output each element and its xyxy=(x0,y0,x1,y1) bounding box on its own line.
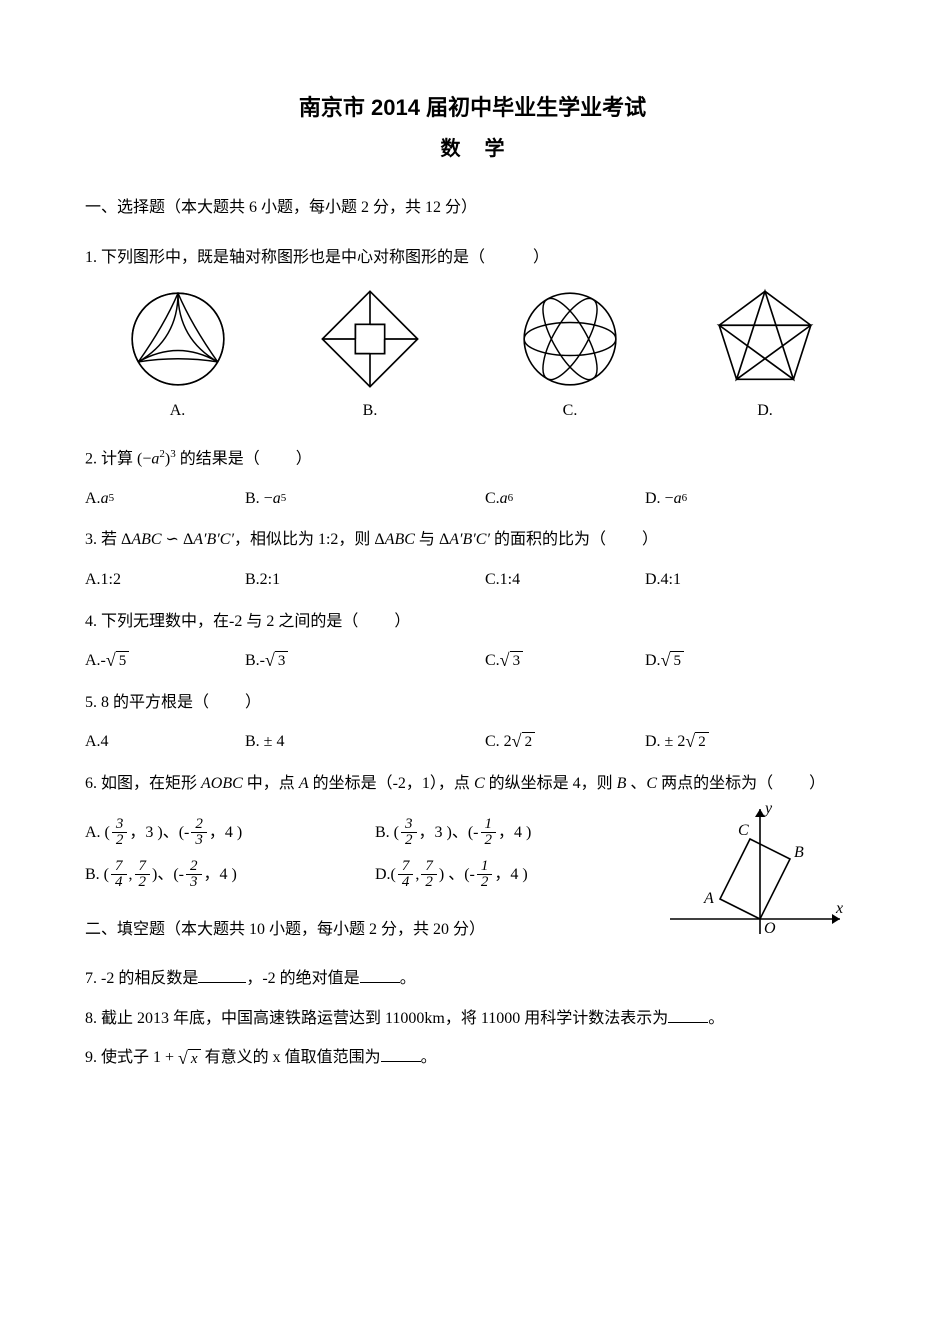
q1-label-b: B. xyxy=(363,402,378,419)
q8: 8. 截止 2013 年底，中国高速铁路运营达到 11000km，将 11000… xyxy=(85,1006,860,1032)
q5-stem: 5. 8 的平方根是（ ） xyxy=(85,690,860,716)
q9-blank xyxy=(381,1046,421,1062)
q2-opt-d: D. −a6 xyxy=(645,486,805,512)
q8-blank xyxy=(668,1007,708,1023)
q1-stem: 1. 下列图形中，既是轴对称图形也是中心对称图形的是（ ） xyxy=(85,245,860,271)
point-a: A xyxy=(703,890,714,907)
q3-opt-d: D.4:1 xyxy=(645,567,805,593)
windmill-square-icon xyxy=(315,284,425,394)
q7-blank-2 xyxy=(360,967,400,983)
q2-end: ） xyxy=(296,450,312,467)
q1-label-c: C. xyxy=(563,402,578,419)
q1-text-pre: 1. 下列图形中，既是轴对称图形也是中心对称图形的是（ xyxy=(85,249,485,266)
q4-opt-d: D. √5 xyxy=(645,648,805,674)
q3-opt-a: A.1:2 xyxy=(85,567,245,593)
point-c: C xyxy=(738,822,749,839)
q6-opt-d: D.( 74 , 72 ) 、(- 12 ，4 ) xyxy=(375,859,665,890)
q7: 7. -2 的相反数是，-2 的绝对值是。 xyxy=(85,966,860,992)
exam-subject: 数学 xyxy=(85,133,860,165)
q3-opt-b: B.2:1 xyxy=(245,567,485,593)
trefoil-icon xyxy=(123,284,233,394)
point-b: B xyxy=(794,844,804,861)
q1-blank xyxy=(485,249,533,266)
q2-options: A. a5 B. −a5 C. a6 D. −a6 xyxy=(85,486,860,512)
pentagon-star-icon xyxy=(710,284,820,394)
q6-options: A. ( 32 ，3 )、(- 23 ，4 ) B. ( 32 ，3 )、(- … xyxy=(85,815,665,893)
q5-opt-d: D. ± 2 √2 xyxy=(645,729,805,755)
exam-title: 南京市 2014 届初中毕业生学业考试 xyxy=(85,90,860,125)
q2-opt-c: C. a6 xyxy=(485,486,645,512)
q6-graph: y x O A B C xyxy=(650,799,850,958)
q2-stem: 2. 计算 (−a2)3 的结果是（ ） xyxy=(85,446,860,472)
q1-option-b: B. xyxy=(270,284,470,424)
q1-label-a: A. xyxy=(170,402,186,419)
q6-opt-b: B. ( 32 ，3 )、(- 12 ，4 ) xyxy=(375,817,665,848)
q1-shapes: A. B. C. xyxy=(85,284,860,424)
origin-label: O xyxy=(764,920,776,937)
axis-y: y xyxy=(763,800,773,817)
q2-opt-b: B. −a5 xyxy=(245,486,485,512)
q1-label-d: D. xyxy=(757,402,773,419)
q2-opt-a: A. a5 xyxy=(85,486,245,512)
q3-opt-c: C.1:4 xyxy=(485,567,645,593)
q7-blank-1 xyxy=(198,967,246,983)
q2-blank xyxy=(260,450,296,467)
flower-circle-icon xyxy=(515,284,625,394)
q2-post: 的结果是（ xyxy=(176,450,260,467)
q9: 9. 使式子 1 + √x 有意义的 x 值取值范围为。 xyxy=(85,1045,860,1071)
q3-options: A.1:2 B.2:1 C.1:4 D.4:1 xyxy=(85,567,860,593)
q5-opt-b: B. ± 4 xyxy=(245,729,485,755)
q4-stem: 4. 下列无理数中，在-2 与 2 之间的是（ ） xyxy=(85,609,860,635)
coordinate-diagram-icon: y x O A B C xyxy=(650,799,850,949)
q4-options: A.- √5 B.- √3 C. √3 D. √5 xyxy=(85,648,860,674)
q1-option-d: D. xyxy=(670,284,860,424)
axis-x: x xyxy=(835,900,843,917)
section-1-heading: 一、选择题（本大题共 6 小题，每小题 2 分，共 12 分） xyxy=(85,195,860,221)
q6-opt-c: B. ( 74 , 72 )、(- 23 ，4 ) xyxy=(85,859,375,890)
q3-stem: 3. 若 ΔABC ∽ ΔA′B′C′，相似比为 1:2，则 ΔABC 与 ΔA… xyxy=(85,527,860,553)
q4-opt-c: C. √3 xyxy=(485,648,645,674)
q6-stem: 6. 如图，在矩形 AOBC 中，点 A 的坐标是（-2，1），点 C 的纵坐标… xyxy=(85,771,860,797)
q9-sqrt: √x xyxy=(178,1049,201,1070)
q5-opt-a: A.4 xyxy=(85,729,245,755)
q5-opt-c: C. 2 √2 xyxy=(485,729,645,755)
q5-options: A.4 B. ± 4 C. 2 √2 D. ± 2 √2 xyxy=(85,729,860,755)
q1-option-a: A. xyxy=(85,284,270,424)
q6: 6. 如图，在矩形 AOBC 中，点 A 的坐标是（-2，1），点 C 的纵坐标… xyxy=(85,771,860,893)
q6-opt-a: A. ( 32 ，3 )、(- 23 ，4 ) xyxy=(85,817,375,848)
q4-opt-a: A.- √5 xyxy=(85,648,245,674)
q4-opt-b: B.- √3 xyxy=(245,648,485,674)
q1-text-post: ） xyxy=(533,249,549,266)
q1-option-c: C. xyxy=(470,284,670,424)
q2-pre: 2. 计算 (− xyxy=(85,450,151,467)
